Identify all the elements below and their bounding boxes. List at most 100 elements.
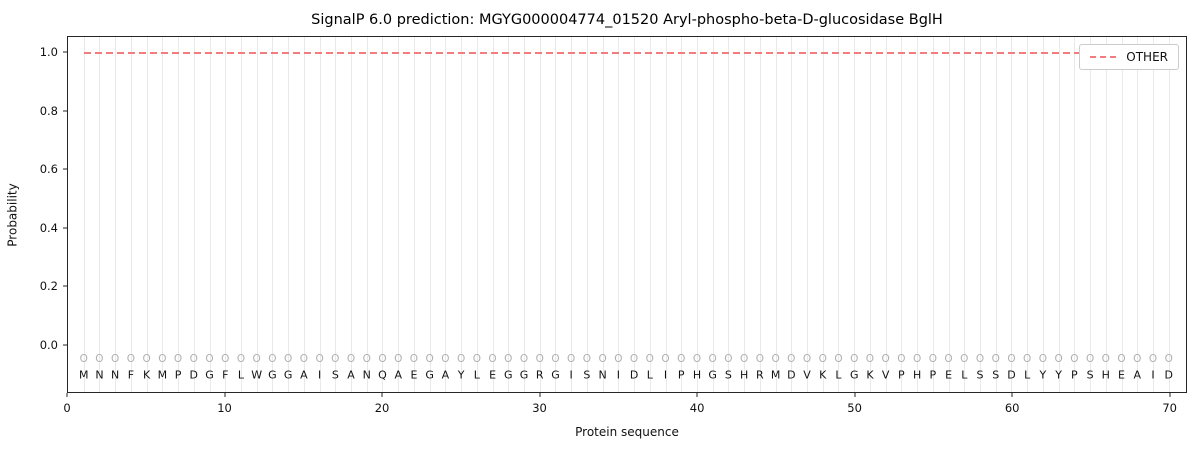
residue-gridline [335, 37, 337, 392]
residue-class-marker: O [441, 352, 450, 365]
residue-letter: G [268, 368, 277, 382]
x-tick-label: 60 [1004, 401, 1020, 415]
y-tick-label: 0.6 [39, 162, 58, 177]
y-tick-mark [63, 110, 67, 112]
residue-class-marker: O [205, 352, 214, 365]
x-tick-label: 50 [847, 401, 862, 415]
residue-class-marker: O [645, 352, 654, 365]
residue-gridline [555, 37, 557, 392]
residue-class-marker: O [677, 352, 686, 365]
residue-letter: P [677, 368, 685, 382]
residue-letter: E [489, 368, 497, 382]
residue-gridline [539, 37, 541, 392]
residue-gridline [272, 37, 274, 392]
residue-letter: R [756, 368, 764, 382]
residue-gridline [964, 37, 966, 392]
y-tick-mark [63, 227, 67, 229]
x-tick-mark [224, 393, 226, 397]
residue-letter: I [317, 368, 322, 382]
y-tick-label: 0.8 [39, 103, 58, 118]
residue-letter: D [629, 368, 639, 382]
residue-class-marker: O [834, 352, 843, 365]
residue-gridline [1058, 37, 1060, 392]
residue-gridline [1168, 37, 1170, 392]
residue-class-marker: O [189, 352, 198, 365]
residue-letter: I [663, 368, 668, 382]
residue-gridline [146, 37, 148, 392]
residue-gridline [791, 37, 793, 392]
other-probability-line [83, 52, 1169, 55]
residue-class-marker: O [771, 352, 780, 365]
residue-gridline [712, 37, 714, 392]
residue-gridline [1105, 37, 1107, 392]
residue-letter: E [1118, 368, 1125, 382]
residue-class-marker: O [535, 352, 544, 365]
residue-class-marker: O [881, 352, 890, 365]
residue-class-marker: O [991, 352, 1000, 365]
residue-gridline [917, 37, 919, 392]
residue-class-marker: O [394, 352, 403, 365]
residue-letter: N [95, 368, 104, 382]
residue-letter: A [1133, 368, 1142, 382]
residue-gridline [665, 37, 667, 392]
residue-class-marker: O [173, 352, 183, 365]
residue-class-marker: O [928, 352, 937, 365]
residue-letter: Y [457, 368, 465, 382]
residue-class-marker: O [724, 352, 733, 365]
residue-letter: I [569, 368, 573, 382]
residue-class-marker: O [582, 352, 592, 365]
y-tick-label: 1.0 [39, 45, 58, 60]
residue-letter: L [1024, 368, 1031, 382]
residue-class-marker: O [221, 352, 230, 365]
residue-letter: L [835, 368, 842, 382]
residue-letter: D [787, 368, 796, 382]
residue-class-marker: O [488, 352, 497, 365]
residue-class-marker: O [95, 352, 104, 365]
residue-letter: K [866, 368, 874, 382]
residue-class-marker: O [425, 352, 434, 365]
legend: OTHER [1079, 44, 1179, 70]
x-tick-label: 70 [1162, 401, 1177, 415]
residue-class-marker: O [268, 352, 277, 365]
residue-letter: P [174, 368, 182, 382]
residue-gridline [586, 37, 588, 392]
residue-letter: D [1164, 368, 1173, 382]
residue-letter: M [770, 368, 781, 382]
residue-class-marker: O [111, 352, 120, 365]
residue-gridline [681, 37, 683, 392]
residue-gridline [1074, 37, 1076, 392]
residue-letter: A [300, 368, 308, 382]
residue-gridline [288, 37, 290, 392]
residue-class-marker: O [1054, 352, 1063, 365]
x-tick-mark [854, 393, 856, 397]
residue-class-marker: O [787, 352, 796, 365]
residue-letter: G [519, 368, 529, 382]
residue-letter: G [504, 368, 513, 382]
residue-class-marker: O [944, 352, 953, 365]
x-tick-mark [1169, 393, 1171, 397]
residue-class-marker: O [346, 352, 356, 365]
residue-class-marker: O [629, 352, 639, 365]
residue-letter: M [78, 368, 89, 382]
residue-letter: R [535, 368, 544, 382]
x-tick-label: 0 [63, 401, 71, 415]
residue-gridline [429, 37, 431, 392]
residue-class-marker: O [755, 352, 764, 365]
residue-gridline [854, 37, 856, 392]
residue-letter: Y [1039, 368, 1047, 382]
residue-gridline [99, 37, 101, 392]
residue-gridline [1121, 37, 1123, 392]
y-tick-label: 0.0 [39, 337, 58, 352]
residue-letter: G [425, 368, 434, 382]
residue-letter: G [283, 368, 293, 382]
residue-class-marker: O [614, 352, 623, 365]
residue-gridline [319, 37, 321, 392]
residue-gridline [759, 37, 761, 392]
residue-class-marker: O [1007, 352, 1016, 365]
residue-gridline [995, 37, 997, 392]
residue-letter: L [646, 368, 653, 382]
residue-gridline [130, 37, 132, 392]
residue-class-marker: O [519, 352, 529, 365]
residue-letter: G [551, 368, 560, 382]
